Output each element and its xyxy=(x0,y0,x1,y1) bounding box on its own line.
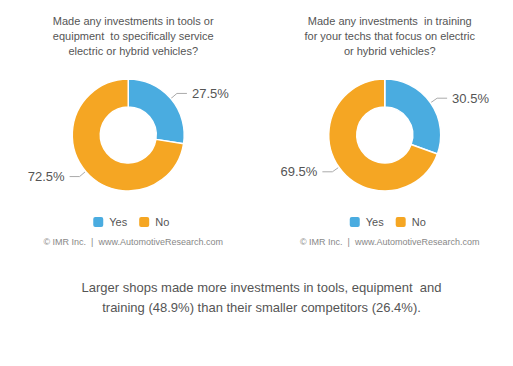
svg-text:training (48.9%) than their sm: training (48.9%) than their smaller comp… xyxy=(102,300,421,315)
svg-text:Made any investments in tools: Made any investments in tools or xyxy=(53,15,214,27)
svg-text:or hybrid vehicles?: or hybrid vehicles? xyxy=(344,45,436,57)
svg-text:© IMR Inc. | www.AutomotiveR: © IMR Inc. | www.AutomotiveResearch.com xyxy=(300,237,480,247)
svg-text:Made any investments in train: Made any investments in training xyxy=(308,15,472,27)
svg-text:equipment to specifically ser: equipment to specifically service xyxy=(53,30,214,42)
svg-text:No: No xyxy=(155,216,169,228)
svg-text:30.5%: 30.5% xyxy=(452,91,489,106)
svg-text:Larger shops made more investm: Larger shops made more investments in to… xyxy=(82,280,442,295)
svg-text:27.5%: 27.5% xyxy=(192,86,229,101)
svg-text:69.5%: 69.5% xyxy=(281,164,318,179)
svg-text:No: No xyxy=(412,216,426,228)
svg-text:for your techs that focus on e: for your techs that focus on electric xyxy=(304,30,475,42)
svg-text:electric or hybrid vehicles?: electric or hybrid vehicles? xyxy=(68,45,198,57)
svg-text:© IMR Inc. | www.AutomotiveR: © IMR Inc. | www.AutomotiveResearch.com xyxy=(43,237,223,247)
svg-text:Yes: Yes xyxy=(109,216,127,228)
svg-text:Yes: Yes xyxy=(366,216,384,228)
svg-text:72.5%: 72.5% xyxy=(28,169,65,184)
